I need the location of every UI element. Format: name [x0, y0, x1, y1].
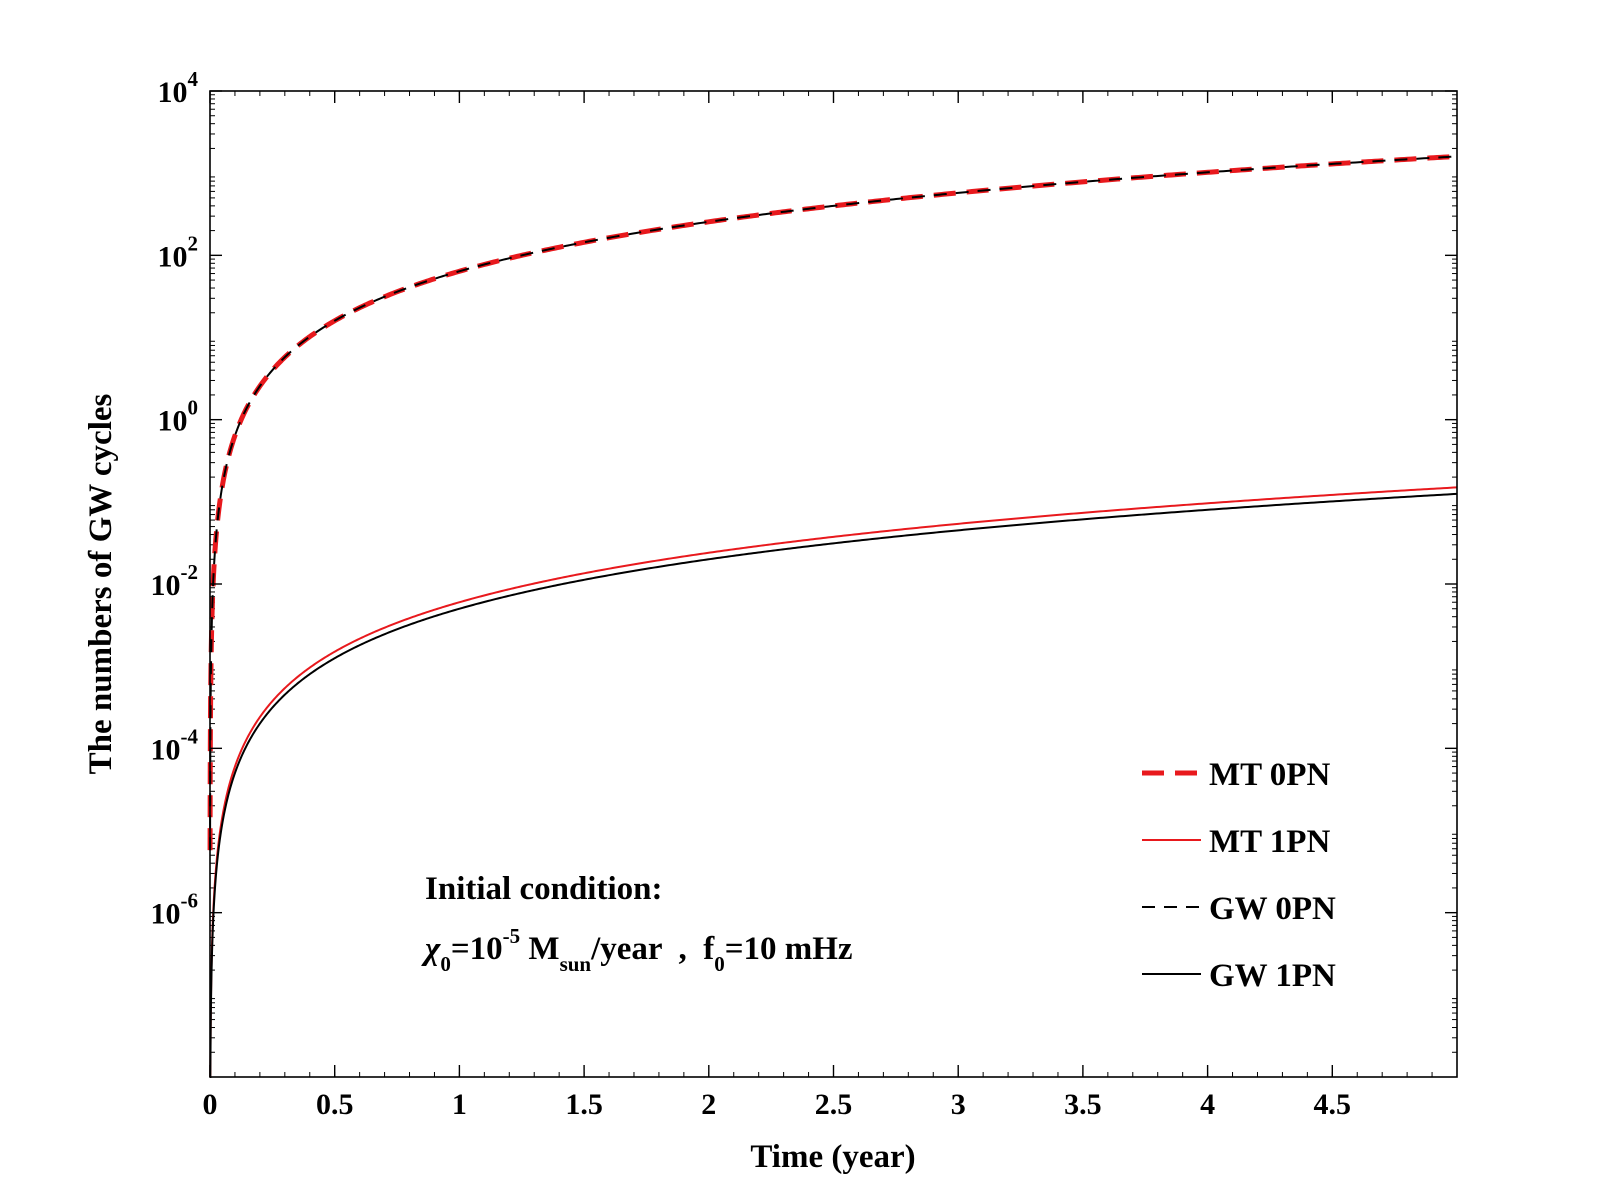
- y-tick-label: 10-4: [151, 724, 199, 766]
- y-tick-label: 10-6: [151, 889, 199, 931]
- x-tick-label: 4: [1200, 1088, 1215, 1121]
- x-tick-label: 1: [452, 1088, 467, 1121]
- legend: MT 0PN MT 1PN GW 0PN GW 1PN: [1142, 757, 1336, 994]
- x-tick-label: 0: [203, 1088, 218, 1121]
- plot-frame: [209, 90, 1458, 1078]
- major-ticks: [209, 90, 1457, 1077]
- msun-text: M: [520, 931, 559, 967]
- x-tick-label: 0.5: [316, 1088, 354, 1121]
- minor-ticks: [209, 91, 1458, 1077]
- f-subscript: 0: [714, 952, 725, 976]
- legend-label: MT 0PN: [1209, 757, 1330, 793]
- y-axis-label: The numbers of GW cycles: [83, 393, 119, 774]
- series-line-mt-1pn: [209, 486, 1458, 1078]
- y-tick-label: 100: [158, 396, 199, 438]
- series-line-gw-0pn: [209, 155, 1458, 851]
- annotation-condition: χ0=10-5 Msun/year , f0=10 mHz: [421, 924, 853, 976]
- y-tick-label: 104: [158, 67, 199, 109]
- legend-label: MT 1PN: [1209, 824, 1330, 860]
- y-tick-label: 10-2: [151, 560, 199, 602]
- series-layer: [207, 153, 1458, 1078]
- series-line-gw-1pn: [209, 492, 1458, 1078]
- msun-subscript: sun: [560, 952, 592, 976]
- legend-label: GW 1PN: [1209, 958, 1336, 994]
- x-axis-label: Time (year): [750, 1139, 915, 1175]
- chi-equals: =10: [451, 931, 503, 967]
- y-tick-label: 102: [158, 231, 199, 273]
- chi-subscript: 0: [440, 952, 451, 976]
- x-tick-label: 1.5: [565, 1088, 603, 1121]
- x-tick-label: 3.5: [1064, 1088, 1102, 1121]
- legend-label: GW 0PN: [1209, 891, 1336, 927]
- rate-text: /year , f: [590, 931, 715, 967]
- chi-symbol: χ: [421, 931, 441, 967]
- x-tick-labels: 0 0.5 1 1.5 2 2.5 3 3.5 4 4.5: [203, 1088, 1352, 1121]
- x-tick-label: 3: [951, 1088, 966, 1121]
- chi-exponent: -5: [503, 924, 521, 948]
- series-line-mt-0pn: [207, 153, 1458, 851]
- freq-text: =10 mHz: [725, 931, 853, 967]
- x-tick-label: 2: [701, 1088, 716, 1121]
- annotation: Initial condition: χ0=10-5 Msun/year , f…: [421, 871, 853, 976]
- y-tick-labels: 104 102 100 10-2 10-4 10-6: [151, 67, 199, 931]
- annotation-title: Initial condition:: [425, 871, 662, 907]
- x-tick-label: 4.5: [1314, 1088, 1352, 1121]
- x-tick-label: 2.5: [815, 1088, 853, 1121]
